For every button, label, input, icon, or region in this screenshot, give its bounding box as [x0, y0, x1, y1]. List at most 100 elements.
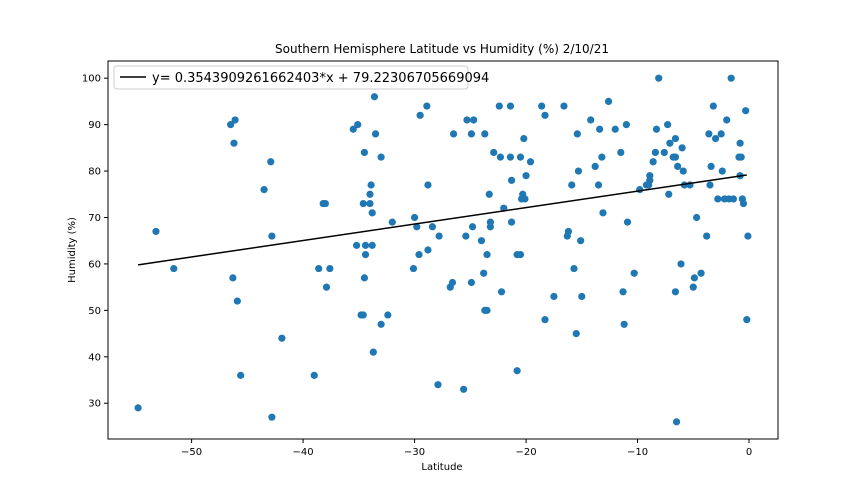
data-point-13 [278, 334, 286, 342]
data-point-94 [550, 292, 558, 301]
data-point-3 [227, 121, 235, 129]
y-tick-label: 80 [88, 167, 101, 178]
data-point-20 [349, 125, 357, 133]
data-point-72 [490, 148, 498, 157]
data-point-19 [326, 264, 334, 273]
x-axis-ticks: −50 −40 −30 −20 −10 0 [181, 439, 752, 458]
data-point-12 [268, 413, 276, 421]
data-point-123 [646, 176, 654, 184]
data-point-95 [560, 102, 568, 110]
data-point-74 [496, 153, 505, 161]
data-point-31 [366, 199, 374, 208]
data-point-50 [428, 223, 437, 231]
data-point-47 [423, 102, 431, 110]
data-point-99 [570, 264, 578, 273]
data-point-157 [723, 116, 731, 124]
data-point-36 [370, 93, 379, 101]
data-point-124 [649, 158, 657, 166]
data-point-10 [267, 158, 275, 166]
data-point-135 [671, 288, 680, 296]
data-point-150 [707, 162, 715, 171]
data-point-144 [690, 274, 698, 282]
plot-frame [107, 60, 779, 440]
data-point-113 [617, 148, 625, 157]
data-point-168 [743, 316, 751, 324]
data-point-21 [354, 121, 362, 129]
data-point-90 [526, 158, 535, 166]
regression-line [137, 174, 747, 266]
data-point-67 [483, 306, 491, 314]
data-point-65 [481, 130, 489, 138]
data-point-111 [604, 97, 613, 105]
data-point-30 [366, 190, 374, 198]
data-point-40 [384, 311, 392, 319]
data-point-59 [467, 278, 476, 287]
data-point-98 [568, 181, 576, 189]
data-point-26 [360, 148, 369, 157]
data-point-8 [237, 371, 245, 379]
data-point-14 [310, 371, 318, 379]
chart-title: Southern Hemisphere Latitude vs Humidity… [275, 42, 609, 56]
data-point-0 [134, 404, 142, 412]
data-point-25 [359, 199, 367, 208]
y-axis-title: Humidity (%) [67, 217, 78, 283]
data-point-22 [353, 241, 361, 249]
data-point-2 [170, 264, 178, 273]
data-point-129 [664, 121, 672, 129]
data-point-29 [361, 241, 370, 249]
data-point-166 [739, 199, 748, 208]
y-tick-label: 50 [88, 306, 101, 317]
data-point-137 [674, 162, 682, 171]
y-tick-label: 90 [88, 120, 101, 131]
data-point-6 [229, 274, 237, 282]
data-point-136 [672, 418, 681, 426]
data-point-105 [587, 116, 595, 124]
data-point-81 [513, 367, 521, 375]
data-point-79 [507, 176, 516, 184]
data-point-27 [360, 274, 369, 282]
data-point-45 [415, 251, 423, 259]
points-layer [134, 74, 752, 426]
x-tick-label: −10 [627, 447, 648, 458]
y-tick-label: 40 [88, 352, 101, 363]
data-point-39 [377, 320, 385, 328]
data-point-147 [703, 232, 711, 240]
data-point-162 [736, 139, 744, 147]
data-point-103 [577, 237, 585, 245]
data-point-49 [424, 246, 432, 254]
data-point-28 [361, 251, 370, 259]
data-point-153 [714, 195, 722, 203]
legend-label: y= 0.3543909261662403*x + 79.22306705669… [152, 71, 489, 86]
data-point-152 [711, 134, 720, 143]
data-point-38 [377, 153, 385, 161]
data-point-42 [409, 264, 418, 273]
data-point-107 [594, 181, 603, 189]
data-point-112 [611, 125, 619, 133]
x-tick-label: −20 [515, 447, 536, 458]
data-point-133 [671, 134, 680, 143]
x-tick-label: −30 [404, 447, 425, 458]
data-point-17 [321, 199, 329, 208]
data-point-11 [268, 232, 276, 240]
data-point-91 [538, 102, 546, 110]
data-point-4 [231, 116, 239, 124]
y-axis-ticks: 30 40 50 60 70 80 90 100 [82, 74, 108, 410]
data-point-143 [689, 283, 697, 291]
data-point-128 [660, 148, 668, 157]
data-point-52 [435, 232, 443, 240]
data-point-5 [230, 139, 238, 147]
data-point-93 [541, 316, 549, 324]
data-point-9 [260, 186, 268, 194]
y-tick-label: 30 [88, 399, 101, 410]
data-point-84 [516, 251, 525, 259]
data-point-7 [233, 297, 241, 305]
data-point-114 [619, 288, 627, 296]
data-point-62 [470, 116, 478, 124]
data-point-125 [651, 148, 659, 157]
data-point-61 [468, 223, 477, 231]
data-point-71 [486, 218, 494, 226]
data-point-54 [448, 278, 457, 287]
data-point-43 [410, 213, 419, 222]
data-point-58 [463, 116, 471, 124]
